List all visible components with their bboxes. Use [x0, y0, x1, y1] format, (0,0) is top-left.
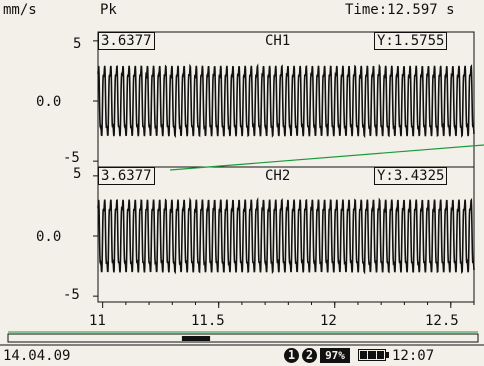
time-label: Time:12.597 s [345, 2, 455, 18]
ch1-ytick-mid: 0.0 [36, 94, 62, 110]
ch1-waveform [97, 63, 475, 139]
scrollbar-track [7, 333, 479, 343]
date-label: 14.04.09 [3, 348, 71, 364]
ch2-cursor-value: Y:3.4325 [374, 167, 448, 185]
ch2-ytick-mid: 0.0 [36, 229, 62, 245]
ch1-left-value: 3.6377 [98, 32, 155, 50]
ch2-ytick-top: 5 [73, 166, 82, 182]
channel2-badge: 2 [302, 348, 317, 363]
xtick-12: 12 [320, 313, 337, 329]
scrollbar-thumb [181, 336, 211, 341]
ch2-ytick-bottom: -5 [63, 287, 80, 303]
cursor-line [169, 144, 484, 171]
battery-tip [386, 352, 389, 358]
ch2-name: CH2 [265, 168, 291, 184]
ch2-waveform [97, 196, 475, 275]
percent-badge: 97% [320, 348, 350, 363]
ch2-frame [97, 166, 475, 303]
ch1-cursor-value: Y:1.5755 [374, 32, 448, 50]
channel1-badge: 1 [284, 348, 299, 363]
ch2-left-value: 3.6377 [98, 167, 155, 185]
ch1-name: CH1 [265, 33, 291, 49]
xtick-11-5: 11.5 [191, 313, 225, 329]
xtick-11: 11 [89, 313, 106, 329]
units-label: mm/s [3, 2, 37, 18]
ch1-ytick-top: 5 [73, 36, 82, 52]
ch1-ytick-bottom: -5 [63, 150, 80, 166]
mode-label: Pk [100, 2, 117, 18]
battery-icon [358, 349, 386, 361]
xtick-12-5: 12.5 [425, 313, 459, 329]
clock-label: 12:07 [392, 348, 435, 364]
